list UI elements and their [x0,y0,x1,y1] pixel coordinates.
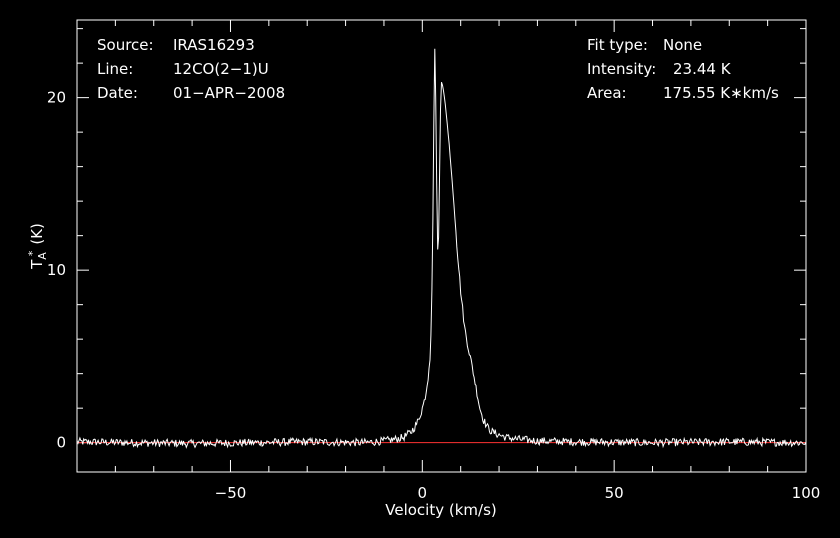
y-tick-label: 10 [47,261,66,279]
info-source-value: IRAS16293 [173,36,255,54]
info-area-label: Area: [587,84,627,102]
info-source-label: Source: [97,36,154,54]
y-tick-label: 0 [56,434,66,452]
x-tick-label: 100 [792,484,821,502]
info-intensity-value: 23.44 K [673,60,732,78]
info-line-label: Line: [97,60,133,78]
info-date-value: 01−APR−2008 [173,84,285,102]
x-axis-label: Velocity (km/s) [385,501,496,519]
info-left: Source: IRAS16293 Line: 12CO(2−1)U Date:… [97,36,285,102]
info-right: Fit type: None Intensity: 23.44 K Area: … [587,36,779,102]
y-axis-label: TA*(K) [26,223,49,270]
info-intensity-label: Intensity: [587,60,656,78]
plot-frame [76,19,807,473]
info-date-label: Date: [97,84,138,102]
svg-text:TA*(K): TA*(K) [26,223,49,270]
info-area-value: 175.55 K∗km/s [663,84,779,102]
series-spectrum [76,48,807,449]
axis-tick-labels: −50 0 50 100 0 10 20 [47,89,820,502]
y-tick-label: 20 [47,89,66,107]
info-fit-label: Fit type: [587,36,648,54]
axis-ticks [76,20,807,472]
x-tick-label: −50 [215,484,247,502]
x-tick-label: 50 [605,484,624,502]
x-tick-label: 0 [418,484,428,502]
info-fit-value: None [663,36,702,54]
info-line-value: 12CO(2−1)U [173,60,269,78]
